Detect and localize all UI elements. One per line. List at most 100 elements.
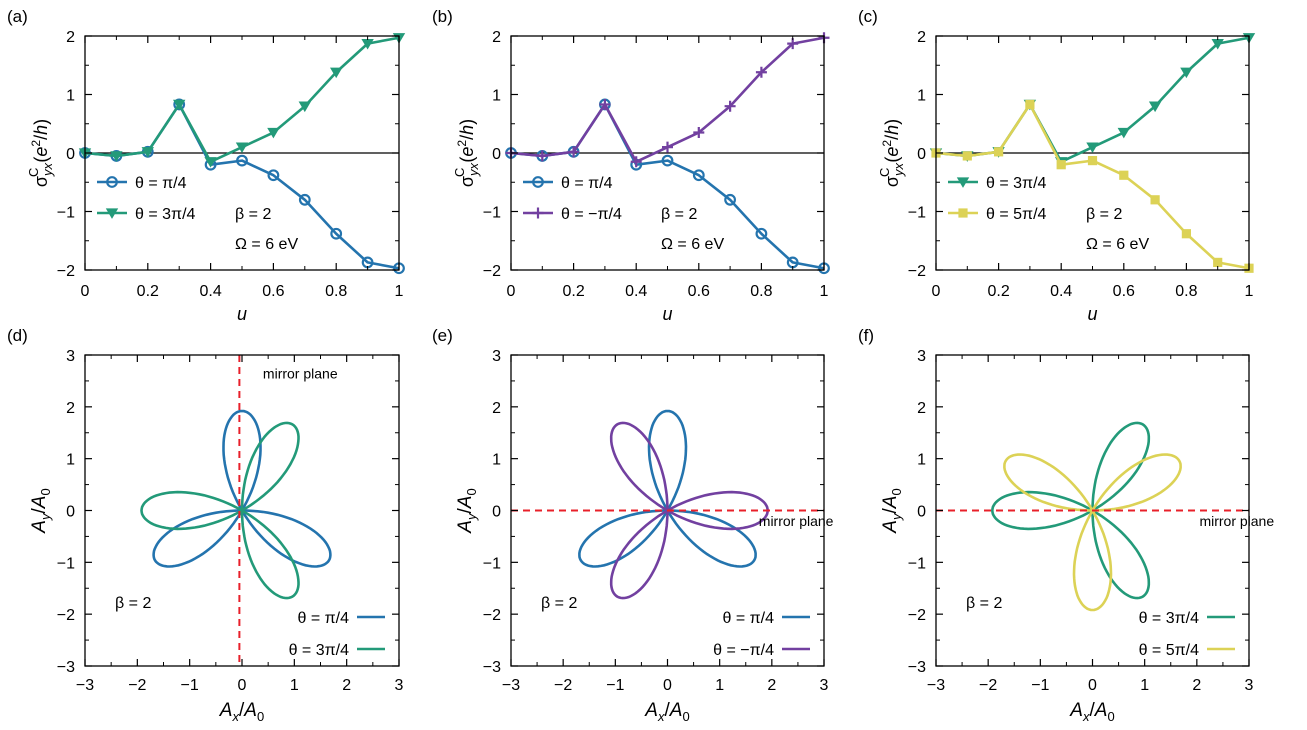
y-tick-label: 1 xyxy=(917,88,926,105)
data-point xyxy=(1056,160,1066,170)
annotation: β = 2 xyxy=(661,206,697,223)
data-point xyxy=(105,208,119,219)
text-span: 0 xyxy=(889,488,904,495)
text-span: A xyxy=(880,520,901,534)
legend-label: θ = 3π/4 xyxy=(289,642,350,659)
y-tick-label: 2 xyxy=(917,29,926,46)
text-span: ( xyxy=(31,157,51,168)
x-tick-label: 1 xyxy=(395,283,404,300)
x-tick-label: 0.6 xyxy=(262,283,284,300)
data-point xyxy=(1181,229,1191,239)
text-span: h xyxy=(882,125,902,135)
text-span: yx xyxy=(891,163,906,178)
y-tick-label: 0 xyxy=(917,504,926,521)
legend-label: θ = π/4 xyxy=(722,610,774,627)
y-tick-label: −1 xyxy=(908,205,926,222)
y-tick-label: 1 xyxy=(492,88,501,105)
chart-panel-e: (e)mirror plane−33−22−11001−12−23−3Ax/A0… xyxy=(432,326,834,724)
panel-label: (d) xyxy=(7,326,28,345)
x-tick-label: 3 xyxy=(395,677,404,694)
text-span: A xyxy=(243,700,257,721)
legend-label: θ = 5π/4 xyxy=(1139,642,1200,659)
data-point xyxy=(1148,101,1162,113)
legend-label: θ = −π/4 xyxy=(561,206,622,223)
legend-label: θ = 3π/4 xyxy=(135,206,196,223)
x-tick-label: 3 xyxy=(820,677,829,694)
legend-label: θ = −π/4 xyxy=(713,642,774,659)
text-span: A xyxy=(29,520,50,534)
x-tick-label: 0 xyxy=(81,283,90,300)
text-span: x xyxy=(657,709,665,724)
text-span: h xyxy=(31,125,51,135)
text-span: 0 xyxy=(257,709,264,724)
x-tick-label: 0 xyxy=(663,677,672,694)
data-point xyxy=(994,147,1004,157)
data-point xyxy=(755,227,768,240)
x-tick-label: 0 xyxy=(238,677,247,694)
x-tick-label: 1 xyxy=(715,677,724,694)
data-point xyxy=(110,151,123,162)
data-point xyxy=(958,208,968,218)
y-tick-label: 2 xyxy=(917,400,926,417)
data-point xyxy=(630,156,642,168)
mirror-plane-label: mirror plane xyxy=(1199,513,1274,529)
trajectory-curve xyxy=(1003,453,1182,612)
y-tick-label: 3 xyxy=(66,348,75,365)
text-span: u xyxy=(662,304,672,324)
data-point xyxy=(1213,257,1223,267)
chart-panel-f: (f)mirror plane−33−22−11001−12−23−3Ax/A0… xyxy=(858,326,1274,724)
data-point xyxy=(692,169,705,182)
data-point xyxy=(532,176,544,188)
text-span: u xyxy=(1087,304,1097,324)
y-tick-label: −2 xyxy=(483,607,501,624)
y-tick-label: −2 xyxy=(483,263,501,280)
annotation: Ω = 6 eV xyxy=(661,236,724,253)
x-tick-label: 1 xyxy=(820,283,829,300)
data-point xyxy=(599,98,611,110)
data-point xyxy=(330,67,343,79)
text-span: ) xyxy=(882,119,902,125)
x-tick-label: 0.8 xyxy=(750,283,772,300)
text-span: 0 xyxy=(1107,709,1114,724)
data-point xyxy=(661,154,674,167)
text-span: A xyxy=(669,700,683,721)
x-tick-label: −3 xyxy=(502,677,520,694)
text-span: C xyxy=(452,168,467,177)
trajectory-curve xyxy=(152,409,332,568)
x-tick-label: 1 xyxy=(1245,283,1254,300)
x-axis-label: Ax/A0 xyxy=(644,700,689,724)
text-span: A xyxy=(219,700,233,721)
y-tick-label: −3 xyxy=(483,659,501,676)
y-tick-label: −1 xyxy=(57,205,75,222)
data-point xyxy=(693,127,705,139)
mirror-plane-label: mirror plane xyxy=(759,513,834,529)
x-axis-label: u xyxy=(237,304,247,324)
trajectory-curve xyxy=(578,409,757,568)
y-tick-label: 2 xyxy=(66,400,75,417)
x-tick-label: 0.2 xyxy=(987,283,1009,300)
x-tick-label: 3 xyxy=(1245,677,1254,694)
text-span: A xyxy=(1094,700,1108,721)
text-span: ) xyxy=(457,119,477,125)
x-tick-label: −2 xyxy=(554,677,572,694)
legend-label: θ = 5π/4 xyxy=(986,206,1047,223)
y-tick-label: −2 xyxy=(908,263,926,280)
y-tick-label: 1 xyxy=(66,88,75,105)
data-point xyxy=(204,157,217,168)
x-tick-label: −2 xyxy=(979,677,997,694)
data-point xyxy=(298,101,311,113)
y-tick-label: 0 xyxy=(492,146,501,163)
y-tick-label: 1 xyxy=(66,452,75,469)
y-tick-label: −1 xyxy=(483,555,501,572)
x-tick-label: 0 xyxy=(507,283,516,300)
x-axis-label: Ax/A0 xyxy=(1069,700,1114,724)
x-tick-label: 0.6 xyxy=(688,283,710,300)
legend-label: θ = 3π/4 xyxy=(986,175,1047,192)
text-span: C xyxy=(26,168,41,177)
x-tick-label: 1 xyxy=(1140,677,1149,694)
annotation: β = 2 xyxy=(541,595,577,612)
y-tick-label: 0 xyxy=(66,504,75,521)
annotation: β = 2 xyxy=(235,206,271,223)
text-span: A xyxy=(455,520,476,534)
